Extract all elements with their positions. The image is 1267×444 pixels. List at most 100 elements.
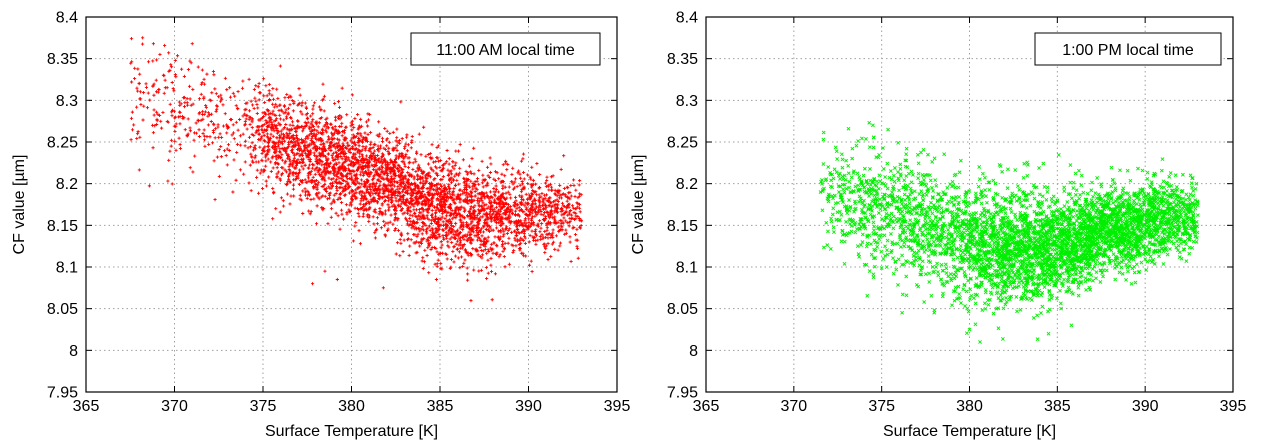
left-data-point [438,165,442,170]
right-data-point [908,218,913,223]
left-data-point [258,145,262,149]
left-data-point [308,133,312,137]
right-data-point [1000,169,1005,174]
left-data-point [301,211,305,216]
left-data-point [475,238,480,242]
left-data-point [291,183,296,187]
left-data-point [224,153,228,158]
left-data-point [232,137,236,141]
left-y-tick-label: 8.15 [47,218,78,235]
left-data-point [187,84,192,88]
left-data-point [282,105,287,109]
left-data-point [452,186,456,191]
left-data-point [336,214,340,218]
left-data-point [575,227,579,231]
left-data-point [433,205,437,209]
left-data-point [488,156,492,160]
left-data-point [240,86,245,90]
left-data-point [507,236,511,240]
left-data-point [260,186,265,191]
left-data-point [166,179,170,183]
left-data-point [334,142,338,146]
left-data-point [129,138,133,142]
left-data-point [471,247,475,251]
left-data-point [358,155,362,159]
left-data-point [303,187,307,191]
left-data-point [309,114,313,118]
left-data-point [454,221,458,225]
left-data-point [507,185,511,189]
left-data-point [535,161,539,166]
left-data-point [323,194,327,198]
left-data-point [427,224,432,228]
left-data-point [284,108,288,112]
left-data-point [453,254,458,258]
left-data-point [220,135,224,140]
left-data-point [357,144,361,148]
left-data-point [484,227,488,232]
left-data-point [380,136,385,140]
left-data-point [394,252,398,256]
left-data-point [254,99,258,103]
left-data-point [395,241,400,245]
left-data-point [133,66,137,70]
left-data-point [521,152,526,156]
left-data-point [285,92,289,97]
left-data-point [130,128,135,132]
left-data-point [549,185,554,189]
left-data-point [151,42,156,46]
left-data-point [188,59,192,63]
left-data-point [291,187,296,191]
left-data-point [247,77,251,81]
left-data-point [523,204,527,208]
left-data-point [457,182,461,186]
left-data-point [279,196,284,200]
left-data-point [456,149,461,153]
left-data-point [338,114,342,118]
left-data-point [255,102,259,107]
left-data-point [350,119,354,123]
left-data-point [271,134,275,138]
left-data-point [189,103,193,107]
left-data-point [186,67,191,72]
left-data-point [276,170,281,174]
left-data-point [545,226,549,230]
left-data-point [405,149,410,153]
left-data-point [425,253,429,258]
left-data-point [467,209,471,214]
left-data-point [403,164,407,169]
left-data-point [366,118,371,122]
left-data-point [450,240,454,245]
left-data-point [418,229,422,233]
left-data-point [140,42,145,46]
left-data-point [158,52,162,57]
left-data-point [453,183,458,187]
left-data-point [465,188,469,192]
left-data-point [572,183,576,188]
left-data-point [168,102,172,106]
left-data-point [135,132,140,136]
left-data-point [359,132,363,136]
left-data-point [375,216,380,220]
left-data-point [205,134,209,139]
right-data-point [990,252,995,257]
left-data-point [480,253,485,257]
left-data-point [454,161,458,165]
left-data-point [213,197,217,202]
left-data-point [488,190,493,194]
right-data-point [842,261,847,266]
left-data-point [350,128,354,132]
right-data-point [904,146,909,151]
left-data-point [569,183,573,188]
right-data-point [822,245,826,250]
left-data-point [440,243,444,247]
left-data-point [555,194,559,198]
left-data-point [476,253,480,257]
left-data-point [496,190,501,194]
left-data-point [558,244,562,248]
left-data-point [232,158,236,162]
left-x-tick-label: 395 [604,398,631,415]
left-data-point [473,189,477,194]
left-data-point [536,238,540,242]
left-data-point [132,123,136,127]
